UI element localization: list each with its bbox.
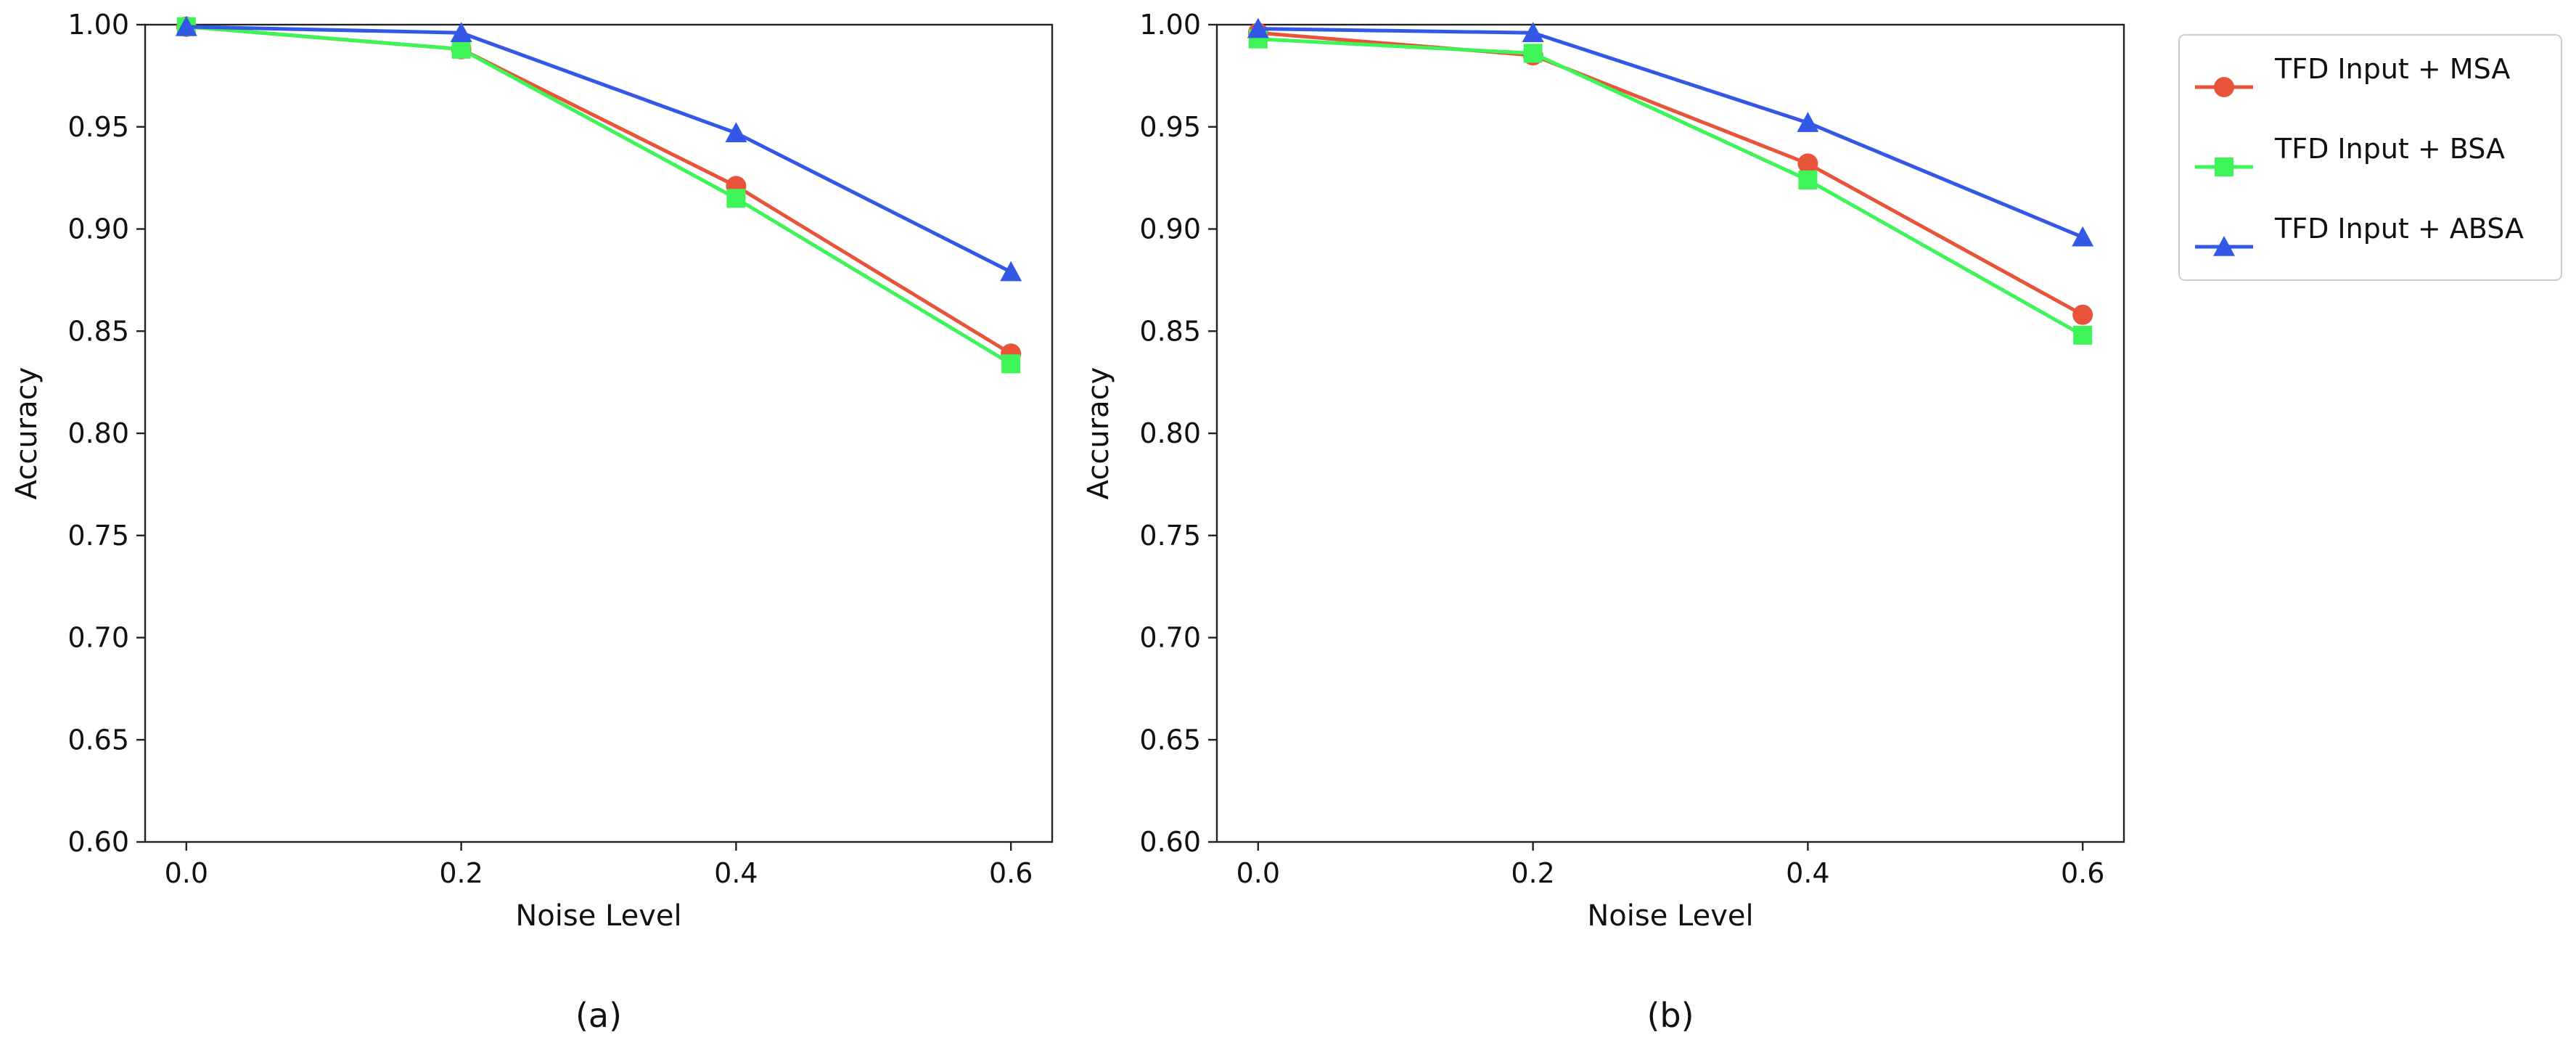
legend: TFD Input + MSA TFD Input + BSA TFD Input … [2178,34,2562,281]
data-point-bsa [2073,325,2093,345]
series-line-msa [186,25,1012,356]
x-tick-label: 0.6 [989,857,1033,889]
x-tick-label: 0.4 [1786,857,1829,889]
plot-frame [144,23,1054,843]
x-tick-label: 0.6 [2061,857,2104,889]
y-tick-label: 0.85 [1139,315,1201,347]
data-point-bsa [1523,44,1543,63]
series-line-absa [186,25,1012,274]
data-point-bsa [1001,354,1021,374]
y-tick-label: 1.00 [67,9,129,41]
legend-marker-absa [2213,236,2235,256]
legend-box [2178,34,2562,281]
y-tick-label: 1.00 [1139,9,1201,41]
data-point-bsa [726,189,746,208]
y-tick-label: 0.95 [1139,111,1201,143]
y-tick-label: 0.80 [1139,417,1201,449]
y-tick-label: 0.90 [1139,213,1201,245]
legend-marker-bsa [2215,158,2234,176]
legend-label-bsa: TFD Input + BSA [2274,133,2505,165]
legend-label-absa: TFD Input + ABSA [2274,213,2524,245]
data-point-absa [1000,261,1022,282]
data-point-bsa [1798,170,1818,189]
chart-a: 0.60 0.65 0.70 0.75 0.80 0.85 0.90 0.95 1.00 0.0 0… [10,9,1054,1035]
y-axis-label: Accuracy [1082,367,1115,500]
y-tick-label: 0.60 [67,826,129,858]
series-line-absa [1258,27,2084,240]
series-line-bsa [186,25,1012,366]
y-tick-label: 0.75 [1139,520,1201,552]
y-axis-label: Accuracy [10,367,44,500]
y-tick-label: 0.60 [1139,826,1201,858]
legend-label-msa: TFD Input + MSA [2274,53,2510,85]
data-point-msa [1797,153,1818,174]
x-axis-label: Noise Level [515,899,681,933]
data-point-absa [2072,226,2094,247]
x-axis-label: Noise Level [1587,899,1753,933]
series-line-bsa [1258,37,2084,338]
y-tick-label: 0.75 [67,520,129,552]
data-point-msa [2072,304,2093,325]
y-tick-label: 0.80 [67,417,129,449]
y-tick-label: 0.70 [67,622,129,654]
series-line-msa [1258,30,2084,316]
y-tick-label: 0.95 [67,111,129,143]
y-tick-label: 0.65 [67,724,129,756]
data-point-absa [1522,22,1544,43]
data-point-absa [1247,17,1269,38]
chart-b: 0.60 0.65 0.70 0.75 0.80 0.85 0.90 0.95 1.00 0.0 0… [1082,9,2125,1035]
plot-frame [1215,23,2125,843]
data-point-bsa [451,39,471,59]
x-tick-label: 0.4 [714,857,758,889]
y-tick-label: 0.70 [1139,622,1201,654]
data-point-absa [175,15,197,36]
x-tick-label: 0.2 [439,857,483,889]
x-tick-label: 0.2 [1511,857,1554,889]
y-tick-label: 0.90 [67,213,129,245]
data-point-absa [1797,112,1819,132]
x-tick-label: 0.0 [1236,857,1280,889]
y-tick-label: 0.65 [1139,724,1201,756]
chart-caption: (b) [1646,996,1694,1035]
x-tick-label: 0.0 [165,857,208,889]
legend-marker-msa [2214,77,2234,97]
y-tick-label: 0.85 [67,315,129,347]
data-point-absa [450,22,472,43]
data-point-absa [725,122,747,142]
chart-caption: (a) [575,996,622,1035]
